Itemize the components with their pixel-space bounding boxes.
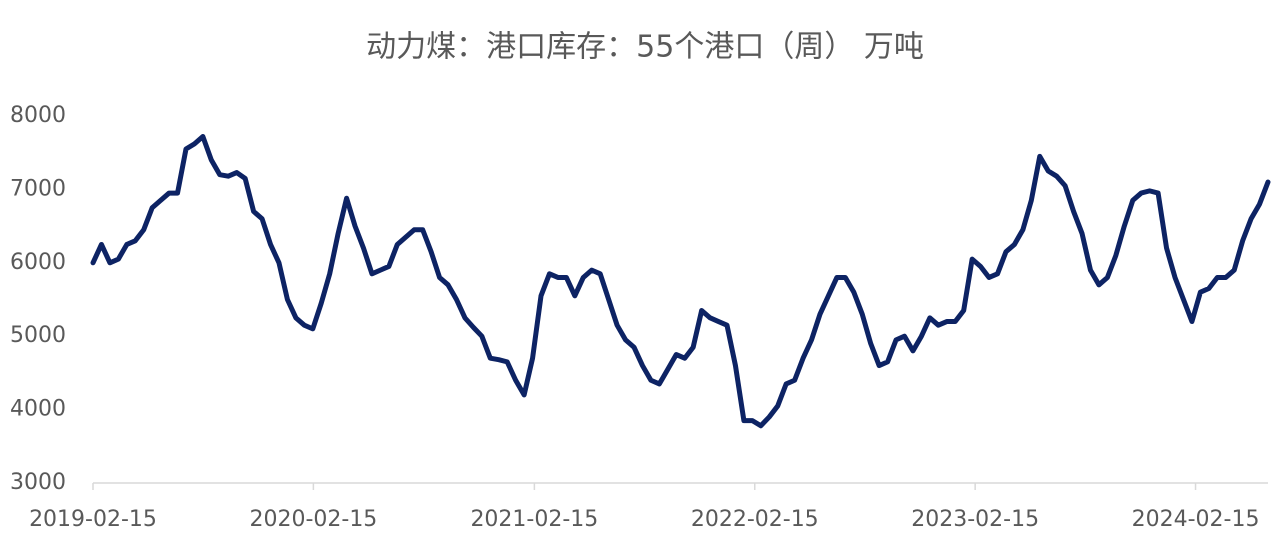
x-tick-label: 2021-02-15 xyxy=(470,507,598,532)
x-tick-label: 2024-02-15 xyxy=(1132,507,1260,532)
x-tick-label: 2020-02-15 xyxy=(249,507,377,532)
y-tick-label: 5000 xyxy=(10,323,66,348)
y-tick-label: 6000 xyxy=(10,250,66,275)
y-tick-label: 4000 xyxy=(10,397,66,422)
data-line xyxy=(90,134,1271,429)
y-tick-label: 7000 xyxy=(10,176,66,201)
y-tick-label: 8000 xyxy=(10,103,66,128)
chart-title: 动力煤：港口库存：55个港口（周） 万吨 xyxy=(366,30,924,65)
x-tick-label: 2019-02-15 xyxy=(29,507,157,532)
x-tick-label: 2023-02-15 xyxy=(911,507,1039,532)
y-tick-label: 3000 xyxy=(10,470,66,495)
x-tick-label: 2022-02-15 xyxy=(691,507,819,532)
